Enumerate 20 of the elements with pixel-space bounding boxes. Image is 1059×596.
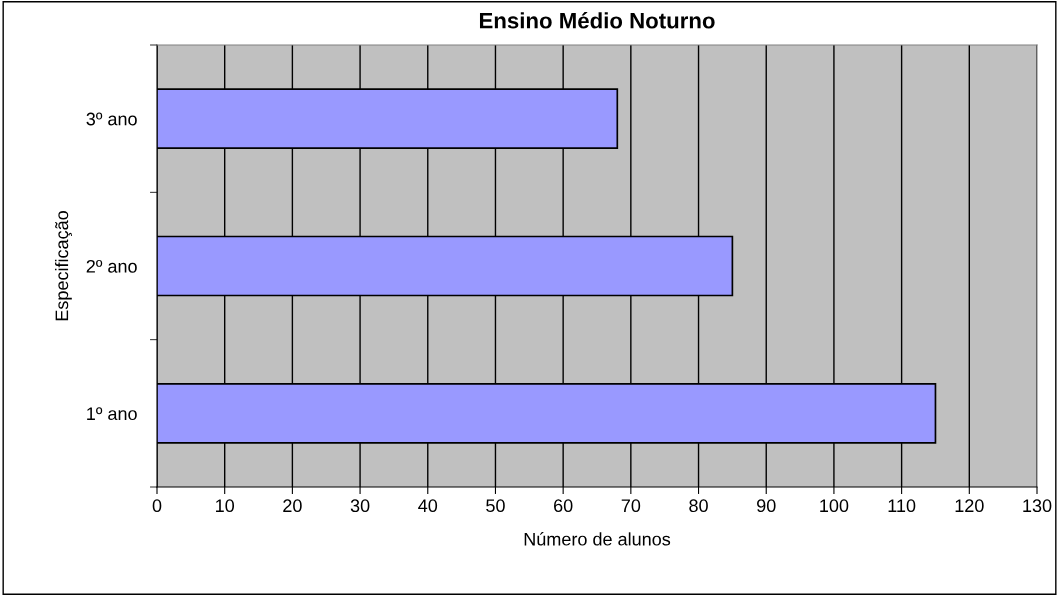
x-tick-label: 40 (418, 499, 438, 513)
chart-title: Ensino Médio Noturno (479, 12, 715, 29)
x-tick-label: 60 (554, 499, 573, 513)
x-tick-label: 20 (283, 499, 302, 513)
x-tick-label: 10 (216, 499, 235, 513)
x-axis-title: Número de alunos (524, 532, 671, 546)
y-tick-label: 1º ano (87, 407, 137, 421)
x-tick-label: 70 (621, 499, 641, 513)
x-tick-label: 0 (152, 499, 162, 513)
x-tick-label: 130 (1023, 499, 1052, 513)
x-tick-label: 120 (955, 499, 984, 513)
x-tick-label: 110 (888, 499, 916, 513)
x-tick-label: 100 (820, 499, 849, 513)
x-tick-label: 80 (689, 499, 708, 513)
x-tick-label: 90 (757, 499, 776, 513)
x-tick-label: 30 (350, 499, 370, 513)
y-tick-label: 2º ano (86, 259, 137, 273)
y-tick-label: 3º ano (86, 112, 137, 126)
y-axis-title: Especificação (54, 211, 72, 321)
x-tick-label: 50 (486, 499, 505, 513)
